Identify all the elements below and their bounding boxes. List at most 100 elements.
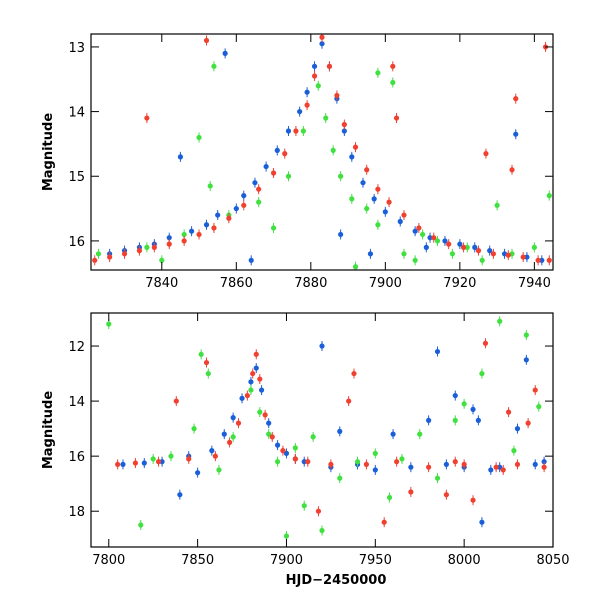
data-point (375, 222, 381, 228)
data-point (460, 244, 467, 250)
x-tick-label: 8000 (448, 553, 481, 568)
data-point (301, 503, 307, 509)
data-point (328, 461, 334, 468)
data-point (285, 128, 292, 134)
data-point (257, 376, 263, 382)
data-point (360, 180, 366, 186)
data-point (479, 519, 485, 525)
data-point (258, 387, 265, 393)
data-point (285, 173, 292, 179)
data-point (341, 128, 347, 134)
data-point (351, 370, 357, 377)
data-point (426, 417, 432, 423)
y-tick-label: 14 (68, 106, 85, 121)
data-point (121, 251, 128, 257)
data-point (311, 63, 318, 69)
top-panel: 7840 7860 7880 7900 7920 7940 13 14 15 16 Magnitud… (41, 33, 554, 291)
data-point (487, 248, 493, 254)
data-point (393, 115, 400, 121)
data-point (434, 475, 441, 481)
data-point (233, 205, 239, 212)
data-point (452, 459, 458, 465)
y-tick-label: 14 (68, 395, 85, 410)
data-point (525, 420, 531, 426)
data-point (423, 244, 429, 250)
data-point (452, 392, 458, 399)
data-point (107, 254, 113, 260)
data-point (159, 257, 165, 263)
data-point (141, 460, 147, 466)
data-point (211, 63, 217, 69)
data-point (301, 459, 307, 465)
data-point (461, 401, 467, 407)
y-tick-label: 15 (68, 170, 85, 185)
data-point (274, 442, 281, 448)
data-point (173, 398, 179, 404)
x-tick-label: 8050 (536, 553, 569, 568)
x-axis-label: HJD−2450000 (286, 573, 387, 588)
data-point (115, 461, 121, 468)
data-point (181, 231, 187, 238)
data-point (297, 108, 303, 115)
data-point (319, 343, 325, 349)
data-point (266, 431, 272, 437)
data-point (215, 212, 221, 218)
data-point (330, 147, 336, 153)
data-point (475, 417, 481, 423)
data-point (479, 257, 485, 263)
data-point (352, 144, 359, 150)
data-point (166, 241, 172, 247)
data-point (367, 251, 374, 257)
data-point (390, 79, 396, 86)
data-point (283, 533, 290, 539)
data-point (493, 464, 499, 470)
data-point (427, 235, 433, 241)
data-point (431, 235, 437, 241)
data-point (248, 257, 254, 263)
data-point (203, 222, 210, 228)
data-point (181, 238, 187, 244)
data-point (159, 459, 165, 465)
data-point (371, 196, 377, 202)
data-point (397, 218, 403, 225)
bottom-panel: 7800 7850 7900 7950 8000 8050 12 14 16 18 Magnitud… (41, 312, 570, 568)
data-point (375, 186, 381, 192)
data-point (205, 370, 211, 377)
data-point (514, 461, 521, 468)
data-point (372, 450, 378, 456)
data-point (523, 357, 529, 363)
data-point (274, 147, 280, 153)
data-point (95, 251, 102, 257)
data-point (520, 254, 526, 260)
data-point (532, 387, 538, 393)
data-point (505, 409, 512, 415)
data-point (416, 225, 422, 231)
data-point (535, 257, 541, 263)
data-point (399, 456, 405, 462)
data-point (494, 202, 500, 208)
data-point (401, 251, 407, 257)
data-point (270, 225, 277, 231)
data-point (346, 398, 352, 404)
data-point (319, 34, 325, 40)
data-point (151, 244, 157, 250)
data-point (475, 248, 482, 254)
data-point (196, 231, 202, 238)
data-point (337, 428, 343, 434)
data-point (315, 83, 321, 89)
data-point (144, 244, 150, 250)
data-point (509, 167, 515, 173)
data-point (408, 489, 414, 495)
data-point (280, 448, 286, 454)
data-point (221, 431, 227, 437)
y-tick-label: 12 (68, 340, 85, 355)
data-point (442, 238, 448, 244)
x-tick-label: 7920 (443, 276, 476, 291)
data-point (263, 163, 269, 170)
data-point (266, 420, 272, 426)
x-tick-label: 7940 (518, 276, 551, 291)
y-axis-label: Magnitude (41, 391, 56, 470)
data-point (363, 461, 370, 468)
data-point (500, 467, 506, 473)
